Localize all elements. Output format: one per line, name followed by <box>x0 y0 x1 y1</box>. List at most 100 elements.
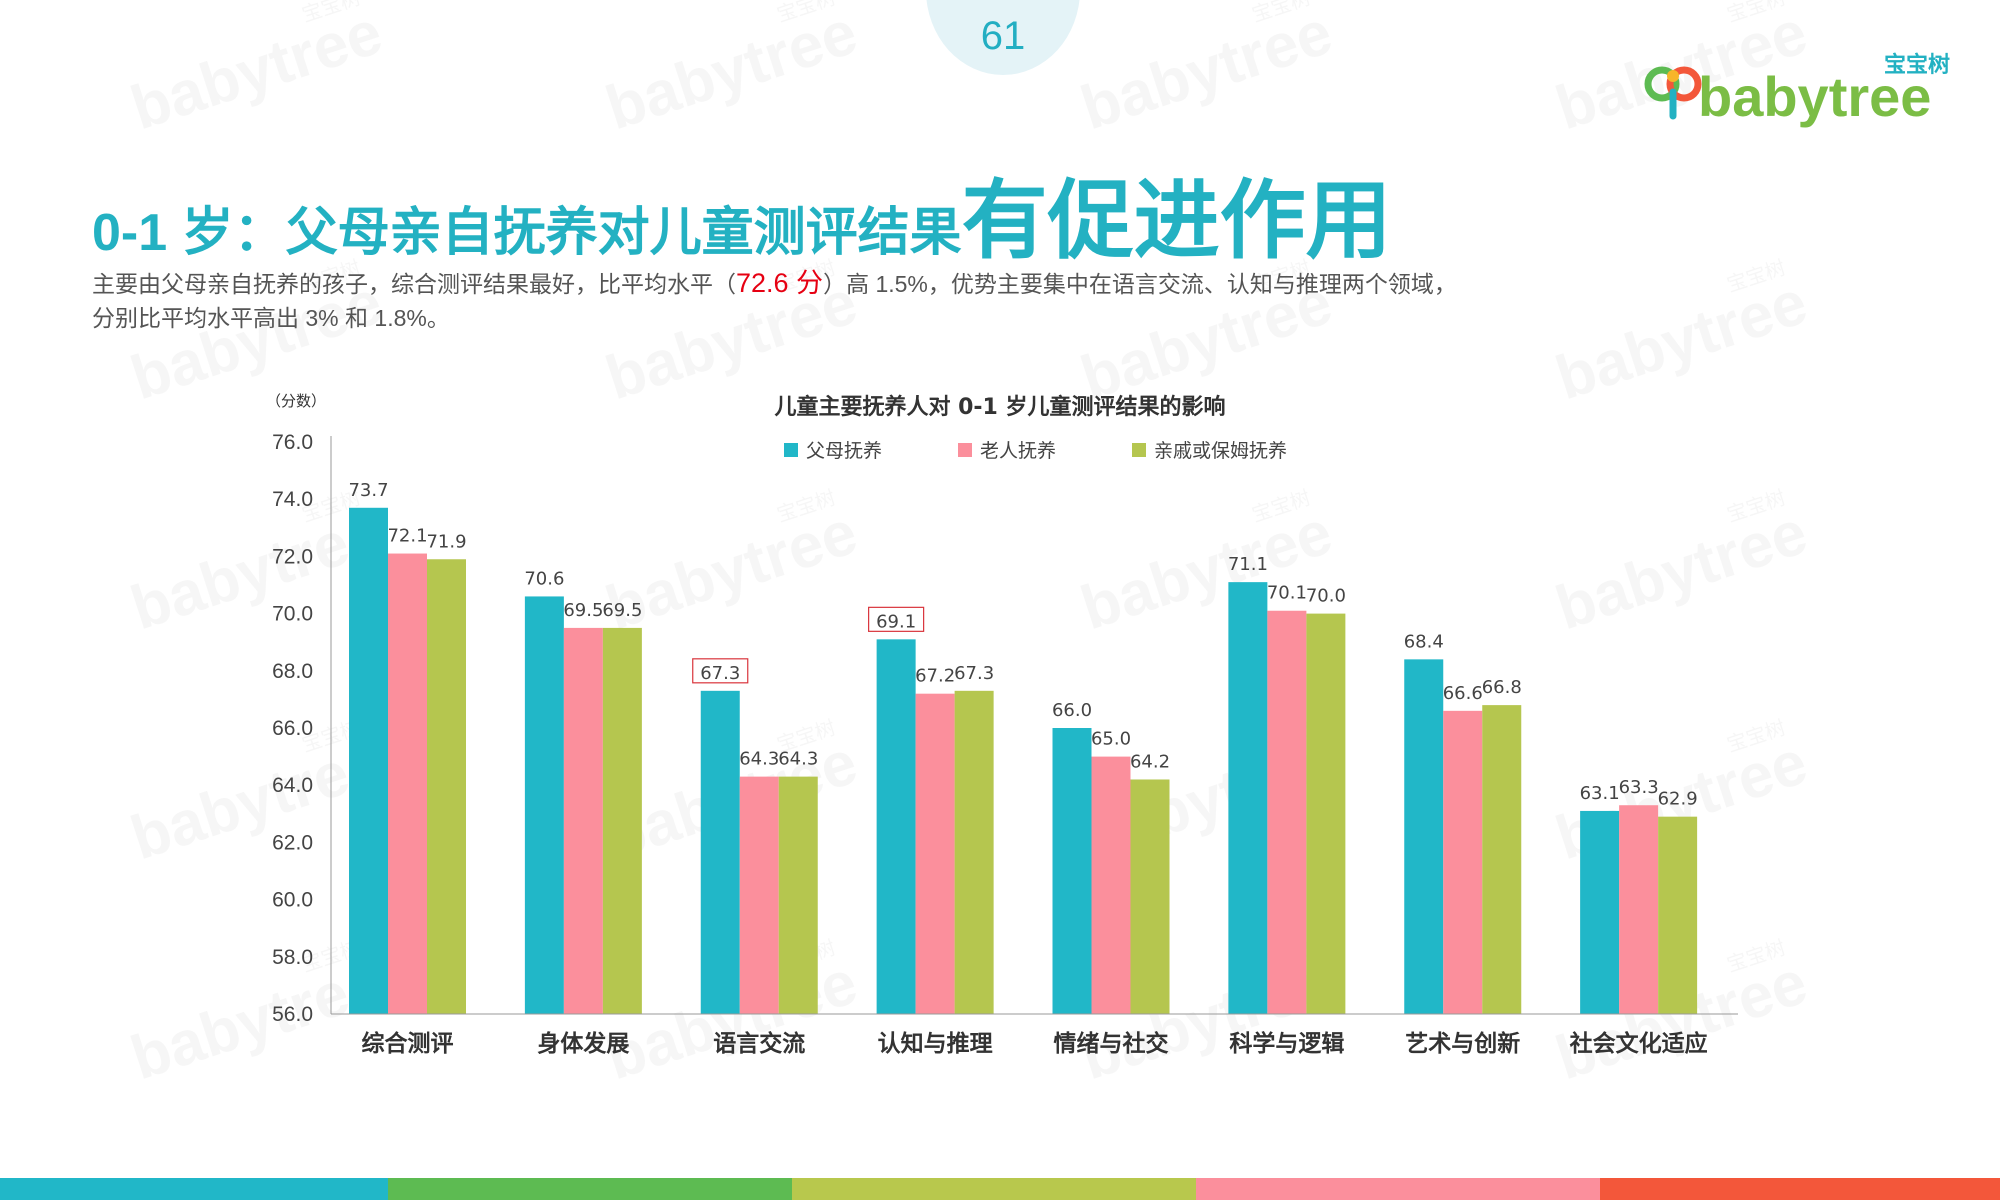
data-label: 62.9 <box>1658 789 1698 810</box>
description: 主要由父母亲自抚养的孩子，综合测评结果最好，比平均水平（72.6 分）高 1.5… <box>92 266 1462 335</box>
bar <box>427 559 466 1014</box>
data-label-box <box>692 658 749 684</box>
data-label: 67.3 <box>954 663 994 684</box>
data-label: 67.3 <box>700 663 740 684</box>
x-tick-label: 艺术与创新 <box>1405 1030 1520 1057</box>
bar <box>563 627 603 1014</box>
page-number: 61 <box>980 14 1026 58</box>
bar <box>778 776 818 1014</box>
bottom-bar-segment <box>1196 1178 1600 1200</box>
chart-title: 儿童主要抚养人对 0-1 岁儿童测评结果的影响 <box>773 394 1225 420</box>
svg-text:babytree: babytree <box>1073 0 1340 143</box>
x-tick-label: 综合测评 <box>362 1030 454 1057</box>
legend-swatch <box>784 443 798 457</box>
bar <box>1658 816 1698 1014</box>
y-tick-label: 62.0 <box>272 831 313 854</box>
bar <box>1443 710 1483 1014</box>
y-tick-label: 72.0 <box>272 545 313 568</box>
data-label: 64.2 <box>1130 751 1170 772</box>
bar-chart: （分数） 儿童主要抚养人对 0-1 岁儿童测评结果的影响 父母抚养 老人抚养 亲戚或… <box>266 392 1738 1057</box>
data-label: 72.1 <box>387 526 427 547</box>
logo-cn-text: 宝宝树 <box>1884 52 1950 78</box>
x-tick-label: 情绪与社交 <box>1054 1030 1169 1057</box>
bottom-bar-segment <box>1600 1178 2000 1200</box>
bar <box>1306 613 1346 1014</box>
bar <box>1130 779 1170 1014</box>
bar <box>700 690 740 1014</box>
data-label: 71.1 <box>1228 554 1268 575</box>
bar <box>954 690 994 1014</box>
svg-text:babytree: babytree <box>123 0 390 143</box>
y-tick-label: 58.0 <box>272 946 313 969</box>
data-label: 63.1 <box>1580 783 1620 804</box>
y-tick-label: 74.0 <box>272 488 313 511</box>
bar <box>388 553 427 1014</box>
bottom-color-bar <box>0 1178 2000 1200</box>
bottom-bar-segment <box>0 1178 388 1200</box>
data-label: 73.7 <box>348 480 388 501</box>
svg-text:宝宝树: 宝宝树 <box>774 0 838 27</box>
data-label: 69.1 <box>876 611 916 632</box>
data-label: 69.5 <box>563 600 603 621</box>
data-label: 66.0 <box>1052 700 1092 721</box>
y-tick-label: 60.0 <box>272 889 313 912</box>
data-label: 71.9 <box>426 531 466 552</box>
bar <box>602 627 642 1014</box>
data-label: 64.3 <box>739 749 779 770</box>
babytree-logo: 宝宝树 babytree <box>1644 52 1950 128</box>
svg-text:宝宝树: 宝宝树 <box>1724 0 1788 27</box>
legend: 父母抚养 老人抚养 亲戚或保姆抚养 <box>784 440 1287 462</box>
data-label: 69.5 <box>602 600 642 621</box>
data-label: 63.3 <box>1619 777 1659 798</box>
bar <box>1482 705 1522 1014</box>
svg-text:宝宝树: 宝宝树 <box>299 0 363 27</box>
bar <box>1052 728 1092 1014</box>
data-label: 70.1 <box>1267 583 1307 604</box>
bar <box>739 776 779 1014</box>
title-part-1: 0-1 岁：父母亲自抚养对儿童测评结果 <box>92 204 962 262</box>
y-axis-label: （分数） <box>266 392 326 410</box>
svg-text:宝宝树: 宝宝树 <box>1249 0 1313 27</box>
bar <box>876 639 916 1014</box>
bar <box>1091 756 1131 1014</box>
bottom-bar-segment <box>792 1178 1196 1200</box>
bar <box>1404 659 1444 1014</box>
legend-swatch <box>958 443 972 457</box>
x-tick-label: 社会文化适应 <box>1570 1030 1708 1057</box>
data-label: 66.8 <box>1482 677 1522 698</box>
page-title: 0-1 岁：父母亲自抚养对儿童测评结果有促进作用 <box>92 150 1392 275</box>
logo-en-text: babytree <box>1698 65 1931 128</box>
data-label: 67.2 <box>915 666 955 687</box>
bar <box>1580 810 1620 1014</box>
bar <box>1267 610 1307 1014</box>
legend-swatch <box>1132 443 1146 457</box>
data-label: 64.3 <box>778 749 818 770</box>
x-tick-label: 身体发展 <box>537 1030 629 1057</box>
bar <box>1228 582 1268 1014</box>
y-tick-label: 76.0 <box>272 431 313 454</box>
svg-text:babytree: babytree <box>598 0 865 143</box>
bar <box>915 693 955 1014</box>
title-part-2: 有促进作用 <box>961 173 1392 269</box>
data-label-box <box>868 606 925 632</box>
legend-label: 父母抚养 <box>806 440 882 462</box>
bottom-bar-segment <box>388 1178 792 1200</box>
svg-text:宝宝树: 宝宝树 <box>1724 255 1788 296</box>
data-label: 68.4 <box>1404 631 1444 652</box>
data-label: 65.0 <box>1091 729 1131 750</box>
description-after: ）高 1.5%，优势主要集中在语言交流、认知与推理两个领域，分别比平均水平高出 … <box>92 271 1457 331</box>
legend-label: 亲戚或保姆抚养 <box>1154 440 1287 462</box>
data-label: 66.6 <box>1443 683 1483 704</box>
x-tick-label: 语言交流 <box>713 1030 805 1057</box>
data-label: 70.6 <box>524 568 564 589</box>
bars: 73.7 72.171.9 70.6 69.569.5 67.3 64.364.3 69.1… <box>348 480 1698 1014</box>
y-axis: 56.0 58.0 60.0 62.0 64.0 66.0 68.0 70.0 72.0 74.0… <box>272 431 332 1026</box>
y-tick-label: 70.0 <box>272 603 313 626</box>
bar <box>349 507 388 1014</box>
y-tick-label: 56.0 <box>272 1003 313 1026</box>
bar <box>1619 805 1659 1014</box>
description-highlight: 72.6 分 <box>736 268 824 298</box>
